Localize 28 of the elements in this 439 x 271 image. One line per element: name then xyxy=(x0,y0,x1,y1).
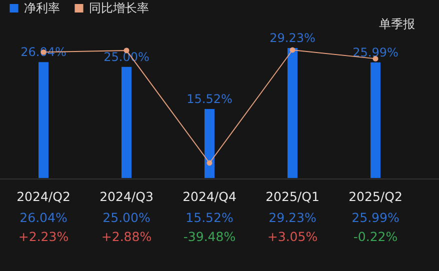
x-tick-label: 2024/Q4 xyxy=(182,189,236,204)
data-label: +2.23% xyxy=(18,229,69,244)
text: 15.52% xyxy=(186,92,232,106)
data-label: +3.05% xyxy=(267,229,318,244)
text: 25.99% xyxy=(352,45,398,60)
bar xyxy=(288,48,298,178)
text: 29.23% xyxy=(270,31,316,45)
x-tick-label: 2025/Q2 xyxy=(348,189,402,204)
data-label: +2.88% xyxy=(101,229,152,244)
legend-label: 同比增长率 xyxy=(89,1,149,16)
x-tick-label: 2024/Q3 xyxy=(100,189,154,204)
point xyxy=(206,160,212,166)
bar xyxy=(204,108,214,178)
point xyxy=(290,47,296,53)
bar xyxy=(122,66,132,178)
data-label: 26.04% xyxy=(20,210,68,225)
x-tick-label: 2025/Q1 xyxy=(266,189,320,204)
text: 单季报 xyxy=(379,17,415,31)
data-label: 25.99% xyxy=(352,210,400,225)
data-label: 15.52% xyxy=(186,210,234,225)
data-label: 25.00% xyxy=(102,210,150,225)
x-tick-label: 2024/Q2 xyxy=(16,189,70,204)
legend-label: 净利率 xyxy=(24,1,60,16)
data-label: -39.48% xyxy=(183,229,236,244)
bar xyxy=(370,62,380,178)
data-label: 29.23% xyxy=(268,210,316,225)
data-label: -0.22% xyxy=(353,229,398,244)
bar xyxy=(38,62,48,178)
